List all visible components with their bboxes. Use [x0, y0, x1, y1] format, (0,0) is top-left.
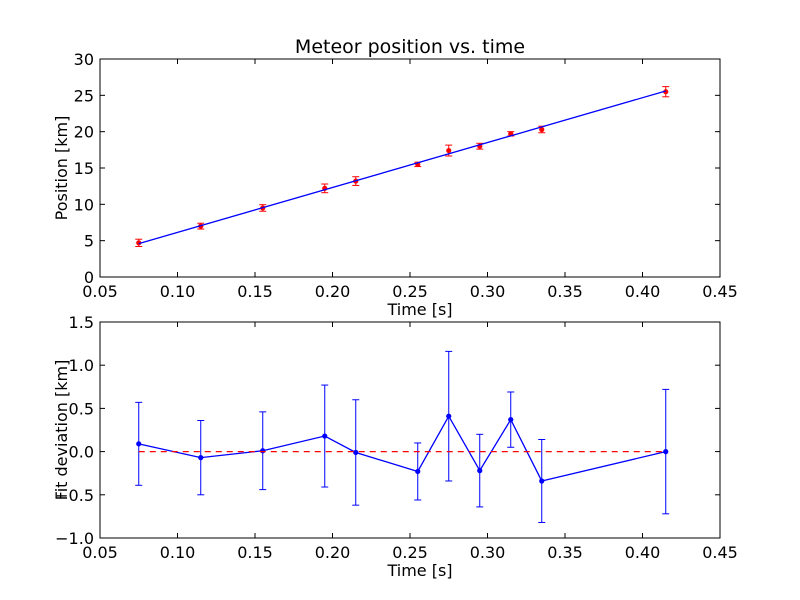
x-tick-label: 0.40: [625, 543, 661, 562]
data-point: [663, 449, 669, 455]
data-point: [446, 413, 452, 419]
x-axis-label: Time [s]: [386, 300, 452, 319]
x-tick-label: 0.30: [470, 543, 506, 562]
data-point: [539, 126, 545, 133]
x-axis-label: Time [s]: [386, 561, 452, 580]
y-tick-label: 0: [84, 268, 94, 287]
data-point: [508, 417, 514, 423]
x-tick-label: 0.30: [470, 282, 506, 301]
x-tick-label: 0.15: [237, 282, 273, 301]
y-axis-label: Fit deviation [km]: [52, 360, 71, 501]
position-vs-time-panel: 0.05 0.10 0.15 0.20 0.25 0.30 0.35 0.40 0.45 0 5 10…: [52, 50, 738, 319]
data-point: [322, 433, 328, 439]
fit-deviation-panel: 0.05 0.10 0.15 0.20 0.25 0.30 0.35 0.40 0.45 −1.0…: [52, 313, 738, 580]
y-tick-label: 20: [74, 123, 94, 142]
x-tick-label: 0.45: [702, 282, 738, 301]
data-point: [198, 455, 204, 461]
x-tick-label: 0.40: [625, 282, 661, 301]
y-tick-label: 30: [74, 50, 94, 69]
data-point: [136, 441, 142, 447]
x-tick-label: 0.05: [82, 282, 118, 301]
x-tick-label: 0.10: [160, 543, 196, 562]
fit-line: [138, 90, 666, 245]
data-point: [477, 468, 483, 474]
y-tick-label: 25: [74, 86, 94, 105]
x-tick-label: 0.05: [82, 543, 118, 562]
y-axis-label: Position [km]: [52, 116, 71, 221]
x-tick-label: 0.25: [392, 282, 428, 301]
y-tick-label: 0.0: [69, 443, 94, 462]
x-tick-label: 0.10: [160, 282, 196, 301]
x-tick-label: 0.45: [702, 543, 738, 562]
x-tick-label: 0.15: [237, 543, 273, 562]
chart-title: Meteor position vs. time: [295, 36, 525, 58]
y-tick-label: 0.5: [69, 399, 94, 418]
data-point: [663, 89, 669, 95]
y-tick-label: 15: [74, 159, 94, 178]
y-tick-label: 1.5: [69, 313, 94, 332]
x-tick-label: 0.20: [315, 282, 351, 301]
x-tick-label: 0.35: [547, 543, 583, 562]
data-point: [260, 448, 266, 454]
x-tick-label: 0.25: [392, 543, 428, 562]
y-tick-label: 10: [74, 195, 94, 214]
x-tick-label: 0.35: [547, 282, 583, 301]
data-point: [136, 240, 142, 246]
x-tick-label: 0.20: [315, 543, 351, 562]
y-tick-label: 1.0: [69, 356, 94, 375]
data-point: [539, 478, 545, 484]
data-point: [446, 147, 452, 154]
data-point: [353, 449, 359, 456]
y-tick-label: 5: [84, 232, 94, 251]
y-tick-label: −0.5: [55, 486, 94, 505]
data-point: [415, 468, 421, 475]
y-tick-label: −1.0: [55, 529, 94, 548]
